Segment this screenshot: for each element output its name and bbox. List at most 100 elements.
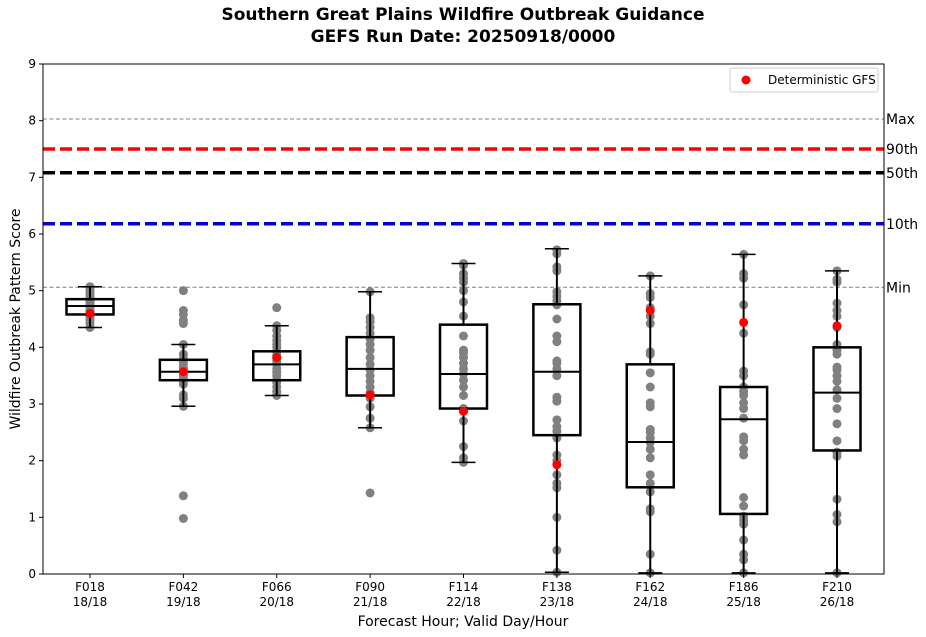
ref-label-90th: 90th	[886, 142, 918, 158]
member-point	[739, 444, 749, 454]
member-point	[739, 432, 749, 442]
deterministic-point	[178, 367, 188, 377]
y-tick-label: 0	[28, 567, 36, 581]
deterministic-point	[645, 306, 655, 315]
x-tick-label-valid: 19/18	[166, 595, 201, 609]
x-tick-label-hour: F090	[355, 580, 385, 594]
member-point	[365, 359, 375, 369]
member-point	[739, 413, 749, 423]
member-point	[552, 371, 562, 381]
member-point	[552, 422, 562, 432]
member-point	[645, 425, 655, 434]
member-point	[832, 404, 842, 414]
y-tick-label: 2	[28, 454, 36, 468]
member-point	[832, 419, 842, 429]
member-point	[552, 356, 562, 366]
deterministic-points	[85, 306, 842, 470]
member-point	[739, 493, 749, 502]
member-point	[552, 392, 562, 402]
x-tick-label-valid: 26/18	[820, 595, 855, 609]
member-point	[645, 368, 655, 378]
x-tick-label-hour: F138	[542, 580, 572, 594]
member-point	[552, 314, 562, 324]
deterministic-point	[85, 308, 95, 318]
member-point	[645, 470, 655, 480]
member-point	[739, 398, 749, 408]
x-tick-label-hour: F042	[168, 580, 198, 594]
legend-frame	[729, 67, 879, 93]
member-point	[459, 331, 468, 341]
box	[158, 358, 209, 382]
member-point	[739, 501, 749, 511]
y-tick-label: 8	[28, 114, 36, 128]
x-tick-label-hour: F114	[449, 580, 479, 594]
x-tick-label-hour: F162	[635, 580, 665, 594]
member-point	[272, 303, 282, 313]
ref-label-max: Max	[886, 112, 915, 128]
reference-line-labels: Max 90th 50th 10th Min	[886, 112, 918, 296]
member-point	[178, 491, 188, 501]
x-tick-label-valid: 23/18	[540, 595, 575, 609]
y-tick-label: 9	[28, 57, 36, 71]
ref-label-50th: 50th	[886, 166, 918, 182]
y-tick-label: 1	[28, 510, 36, 524]
box	[532, 303, 582, 437]
y-axis-ticks: 0 1 2 3 4 5 6 7 8 9	[28, 57, 43, 581]
deterministic-point	[552, 460, 562, 470]
chart-title-line1: Southern Great Plains Wildfire Outbreak …	[221, 5, 705, 25]
member-point	[459, 382, 468, 392]
chart-title-line2: GEFS Run Date: 20250918/0000	[310, 27, 616, 47]
deterministic-point	[739, 317, 749, 327]
member-point	[365, 488, 375, 498]
x-tick-label-valid: 24/18	[633, 595, 668, 609]
x-tick-label-valid: 18/18	[73, 595, 108, 609]
member-point	[178, 286, 188, 296]
member-point	[645, 398, 655, 408]
member-point	[832, 393, 842, 403]
x-tick-label-valid: 25/18	[726, 595, 761, 609]
deterministic-point	[272, 353, 282, 363]
member-point	[645, 444, 655, 454]
box	[718, 385, 769, 516]
member-point	[178, 306, 188, 315]
y-tick-label: 3	[28, 397, 36, 411]
ref-label-min: Min	[886, 280, 911, 296]
x-tick-label-valid: 20/18	[259, 595, 294, 609]
box	[625, 363, 675, 489]
x-axis-label: Forecast Hour; Valid Day/Hour	[358, 614, 569, 630]
box	[252, 350, 302, 382]
x-tick-label-hour: F210	[822, 580, 852, 594]
member-point	[459, 345, 468, 355]
member-point	[178, 513, 188, 523]
deterministic-point	[832, 321, 842, 331]
x-tick-label-hour: F066	[262, 580, 292, 594]
member-point	[645, 478, 655, 488]
member-point	[459, 375, 468, 385]
x-tick-label-hour: F018	[75, 580, 105, 594]
legend-marker-deterministic	[741, 75, 751, 85]
y-tick-label: 5	[28, 284, 36, 298]
legend-label-deterministic: Deterministic GFS	[768, 73, 876, 87]
deterministic-point	[459, 406, 468, 416]
member-point	[552, 331, 562, 341]
x-tick-label-valid: 21/18	[353, 595, 388, 609]
y-tick-label: 7	[28, 170, 36, 184]
member-point	[645, 453, 655, 463]
member-point	[832, 436, 842, 446]
x-tick-label-hour: F186	[729, 580, 759, 594]
y-axis-label: Wildfire Outbreak Pattern Score	[8, 208, 24, 429]
y-tick-label: 6	[28, 227, 36, 241]
member-point	[459, 391, 468, 400]
deterministic-point	[365, 390, 375, 400]
box	[812, 346, 862, 452]
y-tick-label: 4	[28, 340, 36, 354]
chart-title: Southern Great Plains Wildfire Outbreak …	[0, 4, 926, 48]
member-point	[832, 362, 842, 372]
member-point	[552, 415, 562, 425]
member-point	[645, 382, 655, 392]
legend: Deterministic GFS	[729, 67, 879, 93]
ref-label-10th: 10th	[886, 217, 918, 233]
member-point	[365, 353, 375, 363]
